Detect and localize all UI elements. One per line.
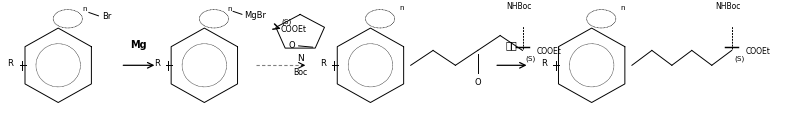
Text: Br: Br [102, 12, 112, 21]
Text: R: R [320, 59, 326, 68]
Text: n: n [227, 6, 231, 12]
Text: Mg: Mg [130, 40, 147, 50]
Text: (S): (S) [525, 56, 535, 62]
Text: R: R [7, 59, 14, 68]
Text: (S): (S) [281, 18, 291, 25]
Text: COOEt: COOEt [537, 47, 562, 56]
Text: R: R [154, 59, 160, 68]
Text: COOEt: COOEt [746, 47, 771, 56]
Text: R: R [541, 59, 547, 68]
Text: Boc: Boc [293, 68, 307, 77]
Text: MgBr: MgBr [245, 11, 266, 20]
Text: NHBoc: NHBoc [506, 2, 531, 11]
Text: O: O [289, 41, 295, 50]
Text: n: n [82, 7, 87, 13]
Text: N: N [297, 54, 303, 62]
Text: n: n [621, 5, 626, 11]
Text: O: O [474, 78, 481, 87]
Text: NHBoc: NHBoc [715, 2, 741, 11]
Text: (S): (S) [734, 56, 744, 62]
Text: COOEt: COOEt [281, 25, 307, 34]
Text: n: n [400, 5, 404, 11]
Text: 还原: 还原 [506, 40, 518, 50]
